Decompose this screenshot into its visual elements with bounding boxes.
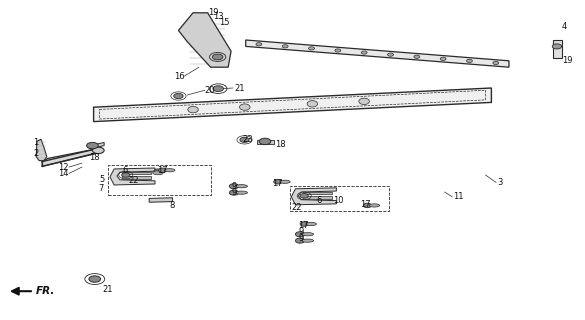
Text: 13: 13 xyxy=(214,12,224,20)
Text: 21: 21 xyxy=(234,84,245,92)
Circle shape xyxy=(274,180,282,184)
Ellipse shape xyxy=(359,98,369,105)
Text: FR.: FR. xyxy=(36,286,56,296)
Polygon shape xyxy=(36,139,47,161)
Circle shape xyxy=(441,57,446,60)
Text: 9: 9 xyxy=(231,182,236,191)
Ellipse shape xyxy=(188,107,198,113)
Polygon shape xyxy=(149,198,173,202)
Text: 21: 21 xyxy=(102,285,113,294)
Ellipse shape xyxy=(236,185,247,188)
Text: 17: 17 xyxy=(272,179,283,188)
Text: 3: 3 xyxy=(497,178,503,187)
Text: 10: 10 xyxy=(333,196,344,205)
Text: 18: 18 xyxy=(275,140,285,149)
Circle shape xyxy=(552,44,562,49)
Ellipse shape xyxy=(164,169,175,172)
Polygon shape xyxy=(110,168,155,185)
Circle shape xyxy=(212,54,223,60)
Circle shape xyxy=(92,147,104,154)
Text: 14: 14 xyxy=(58,169,69,178)
Ellipse shape xyxy=(306,222,316,226)
Circle shape xyxy=(300,222,308,226)
Circle shape xyxy=(213,86,223,92)
Text: 2: 2 xyxy=(33,149,39,158)
Polygon shape xyxy=(291,188,336,205)
Circle shape xyxy=(159,168,167,172)
Text: 17: 17 xyxy=(157,166,167,175)
Circle shape xyxy=(87,142,98,149)
Text: 9: 9 xyxy=(298,234,304,243)
Ellipse shape xyxy=(236,191,247,194)
Text: 4: 4 xyxy=(562,22,567,31)
Circle shape xyxy=(414,55,420,58)
Text: 11: 11 xyxy=(453,192,464,201)
Text: 23: 23 xyxy=(243,135,253,144)
Text: 22: 22 xyxy=(291,203,302,212)
Circle shape xyxy=(295,238,305,243)
Polygon shape xyxy=(246,40,509,67)
Circle shape xyxy=(174,93,183,99)
Ellipse shape xyxy=(307,101,318,107)
Text: 9: 9 xyxy=(298,228,304,236)
Text: 7: 7 xyxy=(99,184,104,193)
Polygon shape xyxy=(303,192,332,194)
Circle shape xyxy=(122,173,130,177)
Ellipse shape xyxy=(280,180,290,183)
Polygon shape xyxy=(122,176,151,179)
Circle shape xyxy=(363,203,371,208)
Text: 6: 6 xyxy=(123,166,128,175)
Circle shape xyxy=(300,194,308,198)
Circle shape xyxy=(295,232,305,237)
Polygon shape xyxy=(42,149,102,166)
Polygon shape xyxy=(178,13,231,67)
Circle shape xyxy=(229,184,239,189)
Ellipse shape xyxy=(302,233,314,236)
Circle shape xyxy=(259,138,271,145)
Text: 15: 15 xyxy=(219,18,230,27)
Circle shape xyxy=(493,61,498,65)
Text: 5: 5 xyxy=(99,175,104,184)
Text: 6: 6 xyxy=(316,196,321,205)
Circle shape xyxy=(361,51,367,54)
Polygon shape xyxy=(553,40,562,58)
Text: 1: 1 xyxy=(33,138,39,147)
Circle shape xyxy=(256,43,262,46)
Ellipse shape xyxy=(239,104,250,110)
Text: 22: 22 xyxy=(129,176,139,185)
Text: 19: 19 xyxy=(208,8,218,17)
Circle shape xyxy=(309,47,315,50)
Polygon shape xyxy=(122,172,151,174)
Text: 12: 12 xyxy=(58,163,69,172)
Polygon shape xyxy=(303,196,332,199)
Polygon shape xyxy=(91,142,104,149)
Circle shape xyxy=(467,59,473,62)
Text: 19: 19 xyxy=(562,56,572,65)
Text: 16: 16 xyxy=(174,72,184,81)
Circle shape xyxy=(335,49,341,52)
Polygon shape xyxy=(94,88,491,122)
Text: 8: 8 xyxy=(170,201,175,210)
Polygon shape xyxy=(257,140,274,144)
Text: 9: 9 xyxy=(231,188,236,197)
Text: 18: 18 xyxy=(89,153,99,162)
Ellipse shape xyxy=(153,171,163,175)
Circle shape xyxy=(89,276,101,282)
Circle shape xyxy=(240,137,249,142)
Text: 17: 17 xyxy=(360,200,370,209)
Text: 17: 17 xyxy=(298,221,309,230)
Circle shape xyxy=(229,190,239,195)
Ellipse shape xyxy=(302,239,314,242)
Circle shape xyxy=(387,53,393,56)
Circle shape xyxy=(154,169,162,173)
Circle shape xyxy=(282,45,288,48)
Text: 20: 20 xyxy=(205,86,215,95)
Ellipse shape xyxy=(369,204,380,207)
